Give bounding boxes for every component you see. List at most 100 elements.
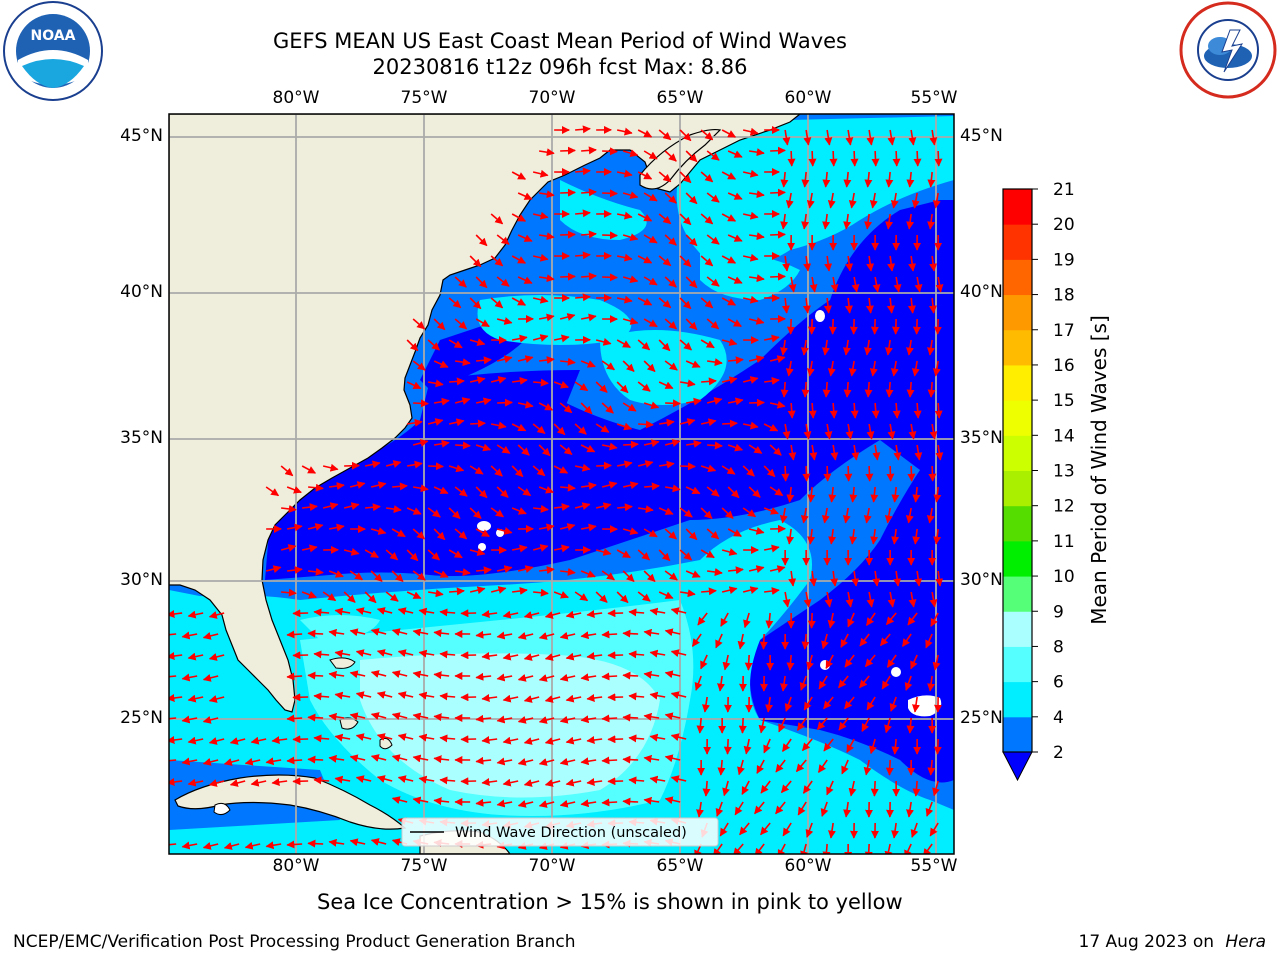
wind-wave-arrow	[659, 418, 675, 427]
wind-wave-arrow	[849, 528, 858, 545]
wind-wave-arrow	[412, 570, 426, 581]
wind-wave-arrow	[670, 649, 687, 658]
wind-wave-arrow	[601, 756, 618, 765]
wind-wave-arrow	[434, 397, 450, 406]
wind-wave-arrow	[914, 570, 923, 587]
wind-wave-arrow	[935, 276, 944, 293]
wind-wave-arrow	[727, 397, 744, 406]
colorbar-tick-label: 14	[1053, 426, 1075, 446]
wind-wave-arrow	[580, 523, 597, 532]
wind-wave-arrow	[343, 591, 356, 603]
wind-wave-arrow	[559, 799, 576, 808]
wind-wave-arrow	[475, 318, 490, 328]
wind-wave-arrow	[413, 399, 429, 408]
wind-wave-arrow	[933, 528, 942, 545]
wind-wave-arrow	[906, 381, 915, 398]
wind-wave-arrow	[370, 628, 387, 636]
wind-wave-arrow	[538, 402, 554, 411]
wind-wave-arrow	[744, 654, 753, 671]
wind-wave-arrow	[448, 418, 465, 427]
wind-wave-arrow	[800, 843, 808, 854]
colorbar-swatch	[1003, 400, 1032, 436]
wind-wave-arrow	[265, 841, 282, 850]
wind-wave-arrow	[433, 671, 450, 680]
wind-wave-arrow	[848, 192, 857, 209]
wind-wave-arrow	[586, 694, 603, 702]
wind-wave-arrow	[329, 482, 345, 490]
wind-wave-arrow	[554, 503, 570, 512]
wind-wave-arrow	[628, 776, 645, 785]
wind-wave-arrow	[870, 780, 879, 797]
wind-wave-arrow	[932, 360, 941, 377]
wind-wave-arrow	[392, 482, 408, 491]
wind-wave-arrow	[828, 528, 837, 545]
wind-wave-arrow	[580, 570, 596, 578]
wind-wave-arrow	[544, 695, 561, 703]
wind-wave-arrow	[601, 570, 615, 581]
wind-wave-arrow	[455, 568, 471, 577]
wind-wave-arrow	[439, 734, 456, 743]
wind-wave-arrow	[517, 486, 532, 497]
wind-wave-arrow	[376, 775, 393, 783]
colorbar-swatch	[1003, 611, 1032, 647]
wind-wave-arrow	[748, 486, 761, 498]
wind-wave-arrow	[788, 276, 797, 293]
wind-wave-arrow	[785, 360, 794, 377]
wind-wave-arrow	[575, 209, 591, 218]
wind-wave-arrow	[770, 230, 786, 239]
wind-wave-arrow	[706, 234, 720, 245]
wind-wave-arrow	[715, 633, 723, 649]
wind-wave-arrow	[801, 213, 810, 230]
wind-wave-arrow	[664, 712, 681, 721]
wind-wave-arrow	[803, 129, 812, 146]
colorbar-tick-label: 11	[1053, 532, 1075, 552]
wind-wave-arrow	[782, 129, 791, 146]
wind-wave-arrow	[872, 570, 881, 587]
wind-wave-arrow	[829, 402, 838, 419]
wind-wave-arrow	[643, 318, 658, 328]
wind-wave-arrow	[575, 125, 591, 134]
wind-wave-arrow	[742, 376, 759, 384]
wind-wave-arrow	[700, 339, 715, 349]
wind-wave-arrow	[827, 612, 836, 629]
wind-wave-arrow	[496, 715, 513, 724]
wind-wave-arrow	[911, 360, 920, 377]
wind-wave-arrow	[565, 736, 582, 745]
colorbar-swatch	[1003, 224, 1032, 260]
wind-wave-arrow	[553, 591, 569, 599]
left-lat-label: 25°N	[120, 708, 163, 728]
wind-wave-arrow	[904, 675, 913, 691]
wind-wave-arrow	[517, 444, 530, 456]
wind-wave-arrow	[481, 652, 498, 660]
wind-wave-arrow	[616, 381, 629, 394]
wind-wave-arrow	[308, 567, 324, 576]
wind-wave-arrow	[927, 339, 935, 356]
wind-wave-arrow	[517, 758, 534, 766]
wind-wave-arrow	[658, 171, 672, 183]
run-date: 17 Aug 2023 on	[1078, 932, 1214, 952]
wind-wave-arrow	[801, 171, 810, 188]
wind-wave-arrow	[643, 401, 660, 410]
wind-wave-arrow	[637, 339, 651, 351]
wind-wave-arrow	[721, 548, 738, 556]
wind-wave-arrow	[517, 800, 534, 808]
wind-wave-arrow	[559, 313, 576, 321]
wind-wave-arrow	[539, 356, 555, 365]
wind-wave-arrow	[271, 778, 288, 787]
wind-wave-arrow	[702, 780, 711, 797]
wind-wave-arrow	[601, 714, 618, 723]
wind-wave-arrow	[638, 420, 654, 429]
wind-wave-arrow	[412, 360, 426, 371]
wind-wave-arrow	[586, 736, 603, 744]
wind-wave-arrow	[721, 129, 737, 138]
wind-wave-arrow	[664, 670, 681, 679]
host-name: Hera	[1225, 932, 1266, 952]
wind-wave-arrow	[490, 297, 504, 309]
wind-wave-arrow	[622, 671, 639, 680]
wind-wave-arrow	[781, 297, 790, 314]
wind-wave-arrow	[328, 754, 345, 763]
wind-wave-arrow	[806, 654, 814, 671]
wind-wave-arrow	[406, 381, 422, 390]
wind-wave-arrow	[559, 631, 576, 640]
wind-wave-arrow	[912, 780, 921, 797]
